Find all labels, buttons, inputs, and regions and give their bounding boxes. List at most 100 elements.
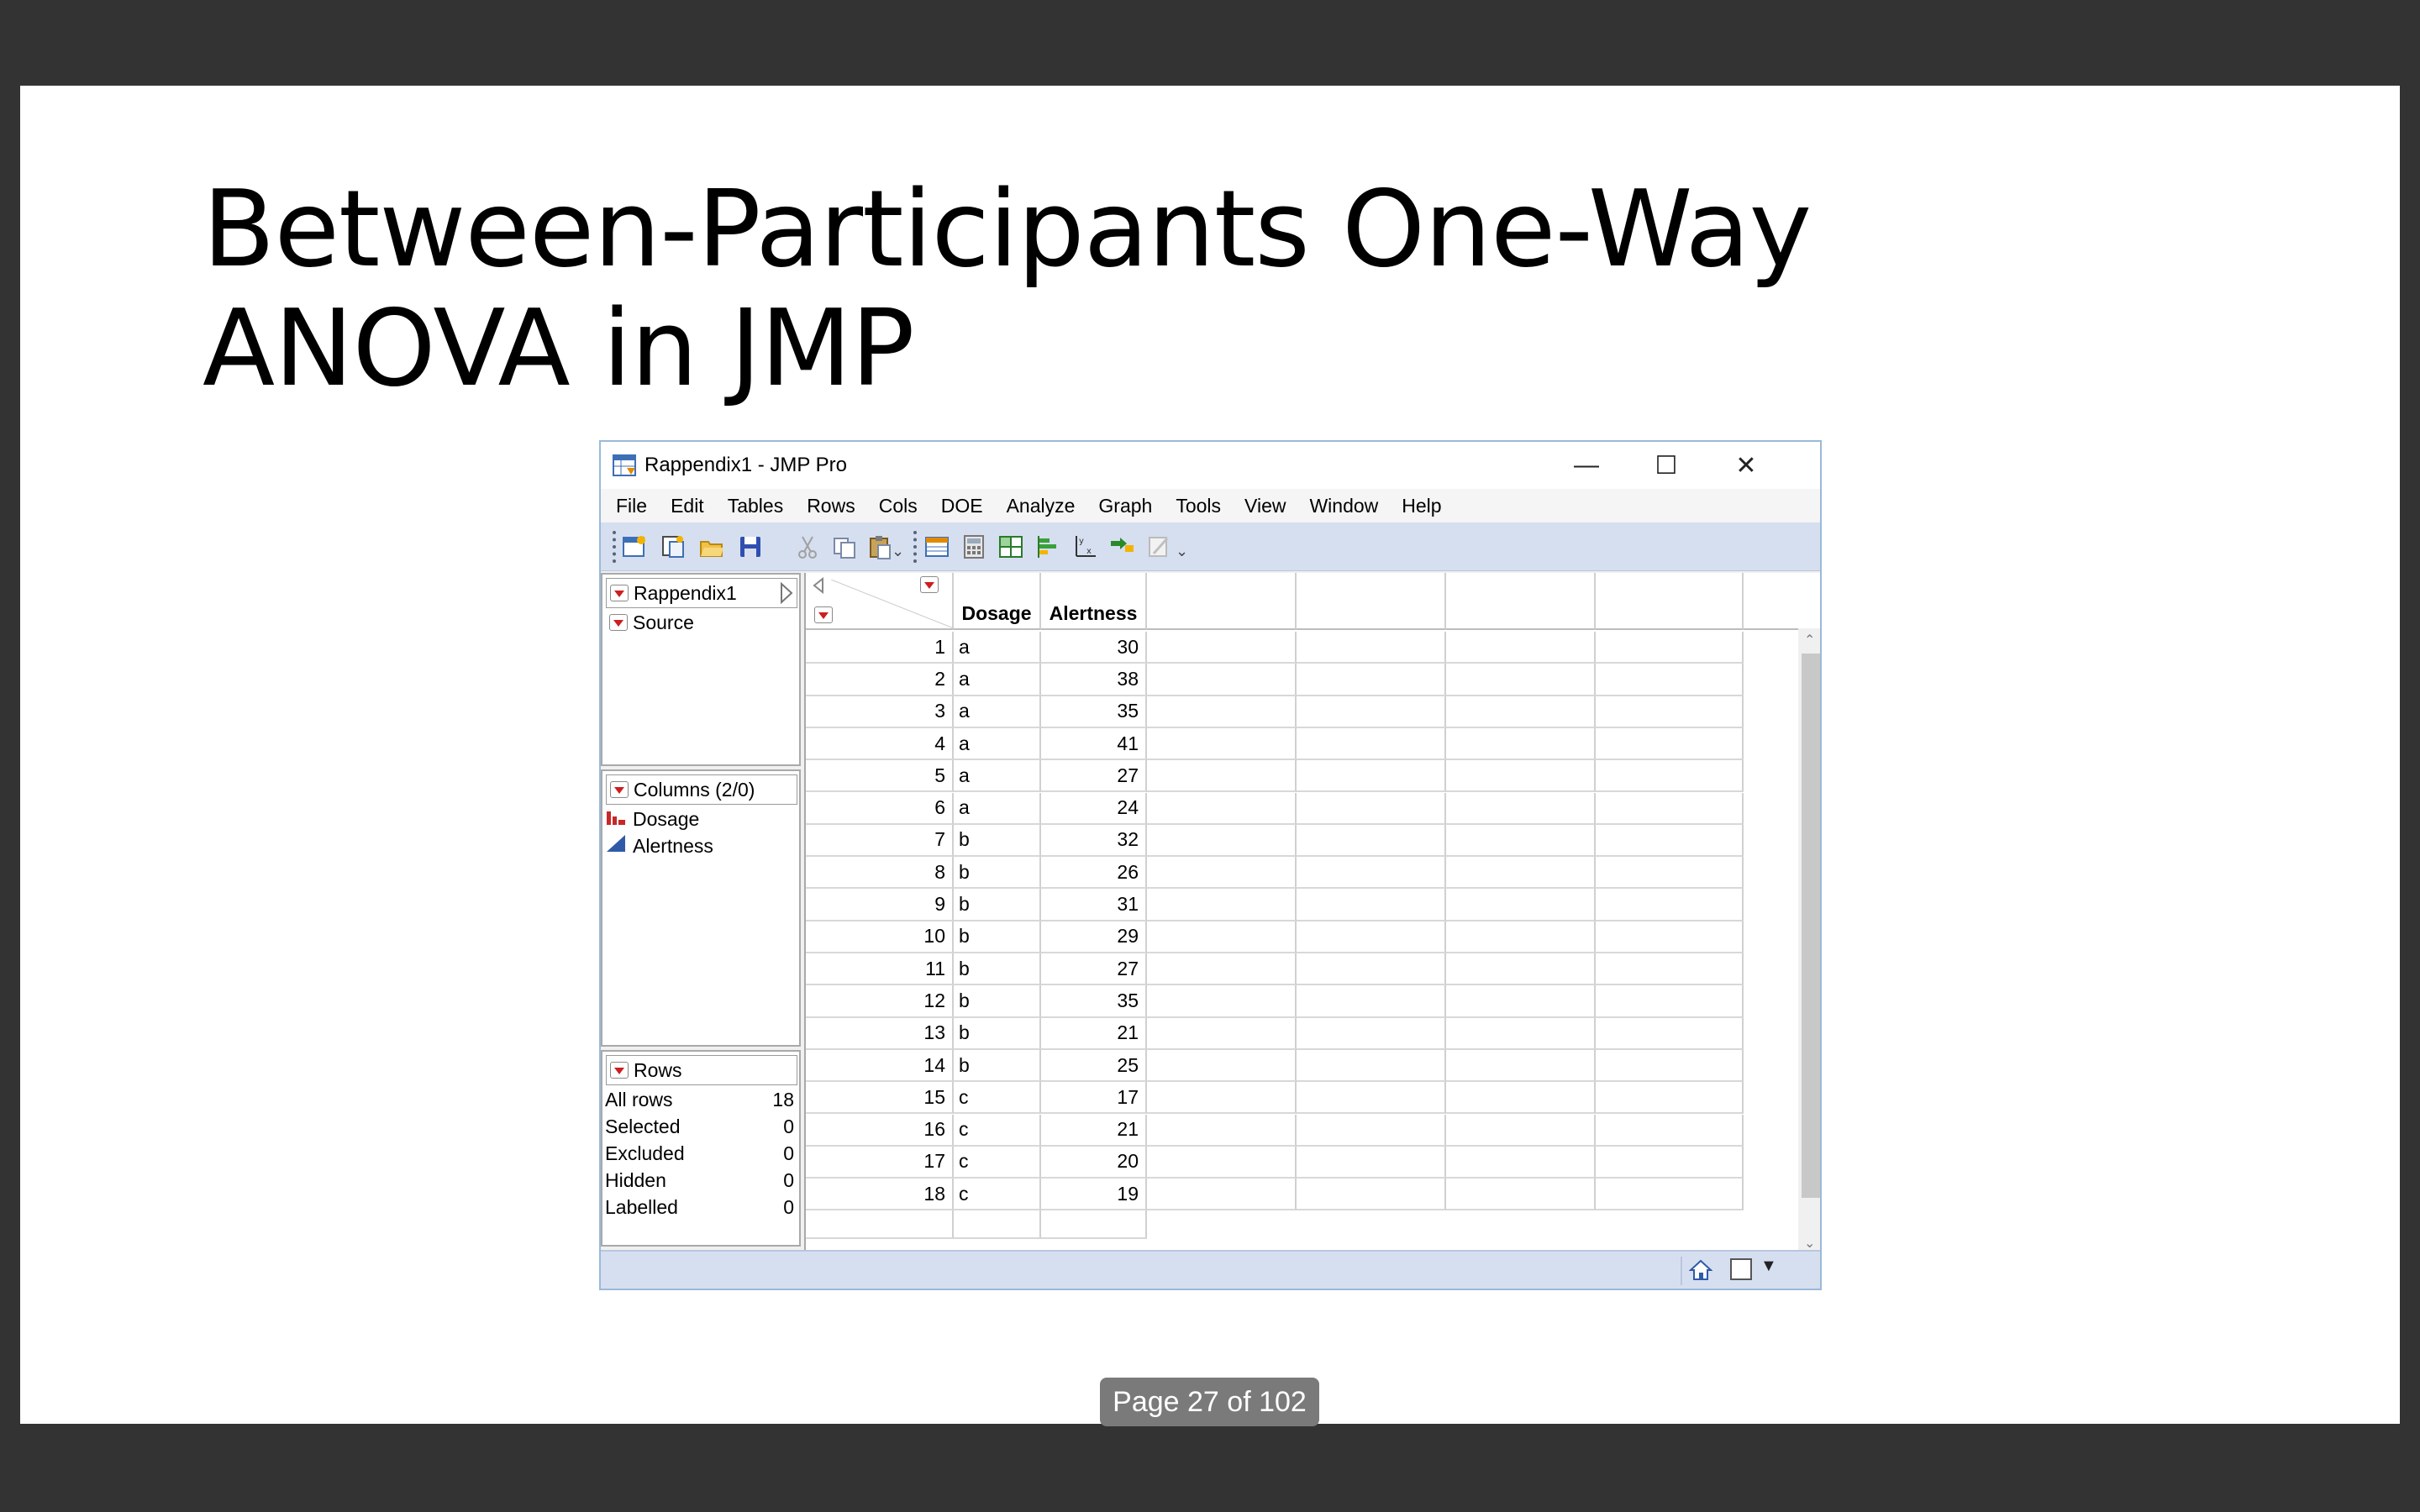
alertness-cell[interactable]: 41: [1041, 727, 1147, 761]
column-header-empty[interactable]: [1297, 573, 1446, 630]
empty-cell[interactable]: [1446, 824, 1596, 858]
empty-cell[interactable]: [1147, 921, 1297, 953]
red-triangle-menu-icon[interactable]: [920, 576, 939, 593]
empty-cell[interactable]: [1297, 792, 1446, 825]
alertness-cell[interactable]: 27: [1041, 760, 1147, 793]
empty-cell[interactable]: [1297, 1146, 1446, 1179]
table-row[interactable]: 18 c 19: [806, 1179, 1820, 1211]
row-number-cell[interactable]: 8: [806, 857, 954, 890]
row-number-cell[interactable]: 1: [806, 632, 954, 664]
dosage-cell[interactable]: c: [954, 1082, 1041, 1115]
row-number-cell[interactable]: 17: [806, 1146, 954, 1179]
empty-cell[interactable]: [1147, 696, 1297, 728]
empty-cell[interactable]: [1596, 664, 1744, 696]
empty-cell[interactable]: [1297, 696, 1446, 728]
empty-cell[interactable]: [1297, 1114, 1446, 1147]
empty-cell[interactable]: [1297, 985, 1446, 1018]
empty-cell[interactable]: [1147, 985, 1297, 1018]
table-row[interactable]: 5 a 27: [806, 760, 1820, 793]
dosage-cell[interactable]: b: [954, 857, 1041, 890]
row-number-cell[interactable]: 11: [806, 953, 954, 986]
empty-cell[interactable]: [1297, 664, 1446, 696]
alertness-cell[interactable]: 26: [1041, 857, 1147, 890]
empty-cell[interactable]: [1596, 953, 1744, 986]
table-row[interactable]: 10 b 29: [806, 921, 1820, 953]
empty-cell[interactable]: [1297, 1179, 1446, 1211]
table-panel-header[interactable]: Rappendix1: [606, 578, 797, 608]
empty-cell[interactable]: [1446, 696, 1596, 728]
empty-cell[interactable]: [1446, 921, 1596, 953]
dosage-cell[interactable]: [954, 1210, 1041, 1239]
dosage-cell[interactable]: c: [954, 1179, 1041, 1211]
edit-icon[interactable]: [1145, 533, 1172, 560]
alertness-cell[interactable]: 19: [1041, 1179, 1147, 1211]
empty-cell[interactable]: [1596, 792, 1744, 825]
red-triangle-menu-icon[interactable]: [610, 781, 629, 798]
column-header-empty[interactable]: [1147, 573, 1297, 630]
dosage-cell[interactable]: a: [954, 632, 1041, 664]
empty-cell[interactable]: [1446, 1082, 1596, 1115]
alertness-cell[interactable]: 25: [1041, 1049, 1147, 1083]
empty-cell[interactable]: [1147, 1179, 1297, 1211]
empty-cell[interactable]: [1446, 1179, 1596, 1211]
empty-cell[interactable]: [1147, 1017, 1297, 1050]
toolbar-grip-2[interactable]: [913, 531, 917, 563]
empty-cell[interactable]: [1596, 824, 1744, 858]
column-item-dosage[interactable]: Dosage: [606, 806, 699, 832]
table-row[interactable]: 1 a 30: [806, 632, 1820, 664]
window-titlebar[interactable]: Rappendix1 - JMP Pro — ☐ ✕: [601, 442, 1820, 489]
row-number-cell[interactable]: 9: [806, 889, 954, 921]
empty-cell[interactable]: [1147, 632, 1297, 664]
menu-doe[interactable]: DOE: [940, 494, 983, 517]
alertness-cell[interactable]: 31: [1041, 889, 1147, 921]
row-number-cell[interactable]: 15: [806, 1082, 954, 1115]
empty-cell[interactable]: [1297, 921, 1446, 953]
row-number-cell[interactable]: 16: [806, 1114, 954, 1147]
column-header-empty[interactable]: [1744, 573, 1820, 630]
empty-cell[interactable]: [1596, 760, 1744, 793]
red-triangle-menu-icon[interactable]: [609, 614, 628, 631]
table-row[interactable]: 6 a 24: [806, 792, 1820, 825]
empty-cell[interactable]: [1446, 857, 1596, 890]
empty-cell[interactable]: [1297, 824, 1446, 858]
column-item-alertness[interactable]: Alertness: [606, 833, 713, 858]
alertness-cell[interactable]: 27: [1041, 953, 1147, 986]
empty-cell[interactable]: [1147, 1114, 1297, 1147]
alertness-cell[interactable]: 35: [1041, 985, 1147, 1018]
alertness-cell[interactable]: 38: [1041, 664, 1147, 696]
row-number-cell[interactable]: 18: [806, 1179, 954, 1211]
empty-cell[interactable]: [1446, 985, 1596, 1018]
empty-cell[interactable]: [1147, 1082, 1297, 1115]
empty-cell[interactable]: [1596, 1017, 1744, 1050]
table-row[interactable]: 11 b 27: [806, 953, 1820, 986]
empty-cell[interactable]: [1147, 760, 1297, 793]
formula-icon[interactable]: [960, 533, 987, 560]
row-number-cell[interactable]: 4: [806, 727, 954, 761]
menu-view[interactable]: View: [1244, 494, 1286, 517]
empty-cell[interactable]: [1446, 664, 1596, 696]
menu-edit[interactable]: Edit: [671, 494, 704, 517]
minimize-button[interactable]: —: [1574, 451, 1599, 479]
dosage-cell[interactable]: a: [954, 760, 1041, 793]
menu-tools[interactable]: Tools: [1176, 494, 1222, 517]
menu-graph[interactable]: Graph: [1098, 494, 1153, 517]
menu-rows[interactable]: Rows: [807, 494, 855, 517]
empty-cell[interactable]: [1297, 760, 1446, 793]
empty-cell[interactable]: [1596, 921, 1744, 953]
empty-cell[interactable]: [1446, 1114, 1596, 1147]
red-triangle-menu-icon[interactable]: [610, 585, 629, 601]
empty-cell[interactable]: [1297, 857, 1446, 890]
dosage-cell[interactable]: a: [954, 792, 1041, 825]
empty-cell[interactable]: [1147, 889, 1297, 921]
save-icon[interactable]: [737, 533, 764, 560]
fit-model-icon[interactable]: [1108, 533, 1135, 560]
empty-cell[interactable]: [1147, 664, 1297, 696]
menu-window[interactable]: Window: [1309, 494, 1379, 517]
scrollbar-thumb[interactable]: [1802, 654, 1820, 1198]
window-layout-icon[interactable]: [1730, 1258, 1752, 1280]
dosage-cell[interactable]: a: [954, 664, 1041, 696]
empty-cell[interactable]: [1446, 953, 1596, 986]
row-number-cell[interactable]: 14: [806, 1049, 954, 1083]
alertness-cell[interactable]: 24: [1041, 792, 1147, 825]
empty-cell[interactable]: [1147, 1146, 1297, 1179]
